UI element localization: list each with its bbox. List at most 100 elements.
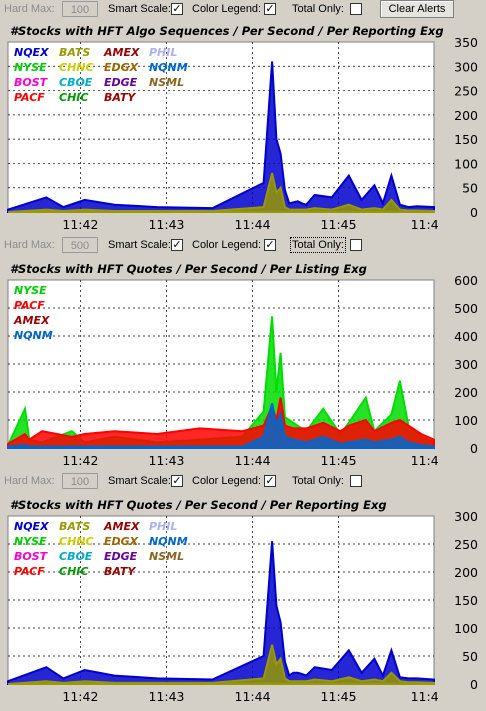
legend-item: NYSE [14, 284, 47, 297]
x-tick-label: 11:4 [411, 689, 439, 704]
legend-item: NQEX [14, 520, 49, 533]
chart-title: #Stocks with HFT Quotes / Per Second / P… [10, 498, 387, 512]
chart-1-svg: #Stocks with HFT Algo Sequences / Per Se… [7, 24, 478, 232]
color-legend-checkbox[interactable]: ✓ [264, 239, 276, 251]
legend-item: NQEX [14, 46, 49, 59]
hard-max-input[interactable]: 100 [62, 473, 98, 489]
x-tick-label: 11:4 [411, 453, 439, 468]
check-mark-icon: ✓ [265, 475, 275, 487]
series-nqex [7, 61, 435, 213]
legend-item: AMEX [13, 314, 50, 327]
x-tick-label: 11:43 [148, 217, 184, 232]
smart-scale-label: Smart Scale: [108, 239, 171, 251]
x-tick-label: 11:43 [148, 689, 184, 704]
smart-scale-label: Smart Scale: [108, 3, 171, 15]
x-tick-label: 11:44 [235, 217, 271, 232]
hard-max-input[interactable]: 100 [62, 1, 98, 17]
x-tick-label: 11:44 [235, 453, 271, 468]
x-tick-label: 11:44 [235, 689, 271, 704]
x-tick-label: 11:45 [321, 689, 357, 704]
y-tick-label: 350 [454, 35, 478, 50]
y-tick-label: 100 [454, 156, 478, 171]
y-tick-label: 300 [454, 357, 478, 372]
legend-item: PHIL [149, 46, 177, 59]
legend-item: BOST [14, 76, 49, 89]
check-mark-icon: ✓ [265, 3, 275, 15]
smart-scale-checkbox[interactable]: ✓ [171, 239, 183, 251]
legend-item: CHIC [59, 91, 88, 104]
x-tick-label: 11:43 [148, 453, 184, 468]
total-only-checkbox[interactable] [350, 3, 362, 15]
x-tick-label: 11:45 [321, 217, 357, 232]
check-mark-icon: ✓ [265, 239, 275, 251]
legend-item: NSML [149, 76, 184, 89]
series-pacf [7, 397, 435, 449]
y-tick-label: 0 [470, 441, 478, 456]
legend-item: BOST [14, 550, 49, 563]
y-tick-label: 250 [454, 537, 478, 552]
series-bats [7, 172, 435, 213]
chart-2: #Stocks with HFT Quotes / Per Second / P… [2, 258, 484, 470]
y-tick-label: 100 [454, 621, 478, 636]
plot-area [7, 41, 435, 213]
color-legend-checkbox[interactable]: ✓ [264, 475, 276, 487]
y-tick-label: 400 [454, 329, 478, 344]
hard-max-label: Hard Max: [4, 239, 55, 251]
color-legend-label: Color Legend: [192, 3, 262, 15]
y-tick-label: 50 [462, 649, 478, 664]
total-only-label: Total Only: [290, 237, 346, 253]
legend-item: PACF [14, 299, 45, 312]
legend-item: CBOE [59, 550, 93, 563]
legend-item: AMEX [103, 46, 140, 59]
series-nqnm [7, 402, 435, 449]
x-tick-label: 11:42 [62, 689, 98, 704]
y-tick-label: 200 [454, 385, 478, 400]
legend-item: CHNC [59, 535, 94, 548]
total-only-checkbox[interactable] [350, 239, 362, 251]
legend-item: EDGE [104, 76, 138, 89]
x-tick-label: 11:42 [62, 453, 98, 468]
legend-item: CHIC [59, 565, 88, 578]
check-mark-icon: ✓ [172, 475, 182, 487]
y-tick-label: 600 [454, 273, 478, 288]
legend-item: EDGX [104, 61, 139, 74]
y-tick-label: 0 [470, 677, 478, 692]
series-bats [7, 644, 435, 685]
smart-scale-checkbox[interactable]: ✓ [171, 475, 183, 487]
total-only-label: Total Only: [292, 3, 344, 15]
total-only-label: Total Only: [292, 475, 344, 487]
y-tick-label: 50 [462, 181, 478, 196]
y-tick-label: 500 [454, 301, 478, 316]
toolbar-1: Hard Max: 100 Smart Scale: ✓ Color Legen… [0, 0, 486, 20]
y-tick-label: 200 [454, 565, 478, 580]
toolbar-3: Hard Max: 100 Smart Scale: ✓ Color Legen… [0, 472, 486, 492]
check-mark-icon: ✓ [172, 3, 182, 15]
legend-item: BATY [104, 91, 136, 104]
clear-alerts-button[interactable]: Clear Alerts [380, 0, 454, 18]
legend-item: BATS [59, 520, 90, 533]
smart-scale-label: Smart Scale: [108, 475, 171, 487]
x-tick-label: 11:4 [411, 217, 439, 232]
color-legend-checkbox[interactable]: ✓ [264, 3, 276, 15]
y-tick-label: 150 [454, 593, 478, 608]
hard-max-label: Hard Max: [4, 3, 55, 15]
y-tick-label: 0 [470, 205, 478, 220]
chart-title: #Stocks with HFT Algo Sequences / Per Se… [10, 24, 444, 38]
smart-scale-checkbox[interactable]: ✓ [171, 3, 183, 15]
x-tick-label: 11:42 [62, 217, 98, 232]
series-nqex [7, 541, 435, 685]
legend-item: PACF [14, 565, 45, 578]
legend-item: CBOE [59, 76, 93, 89]
total-only-checkbox[interactable] [350, 475, 362, 487]
legend-item: PACF [14, 91, 45, 104]
legend-item: AMEX [103, 520, 140, 533]
legend-item: CHNC [59, 61, 94, 74]
hard-max-label: Hard Max: [4, 475, 55, 487]
check-mark-icon: ✓ [172, 239, 182, 251]
legend-item: BATS [59, 46, 90, 59]
legend-item: EDGE [104, 550, 138, 563]
legend-item: NQNM [149, 61, 188, 74]
legend-item: EDGX [104, 535, 139, 548]
hard-max-input[interactable]: 500 [62, 237, 98, 253]
legend-item: NQNM [149, 535, 188, 548]
